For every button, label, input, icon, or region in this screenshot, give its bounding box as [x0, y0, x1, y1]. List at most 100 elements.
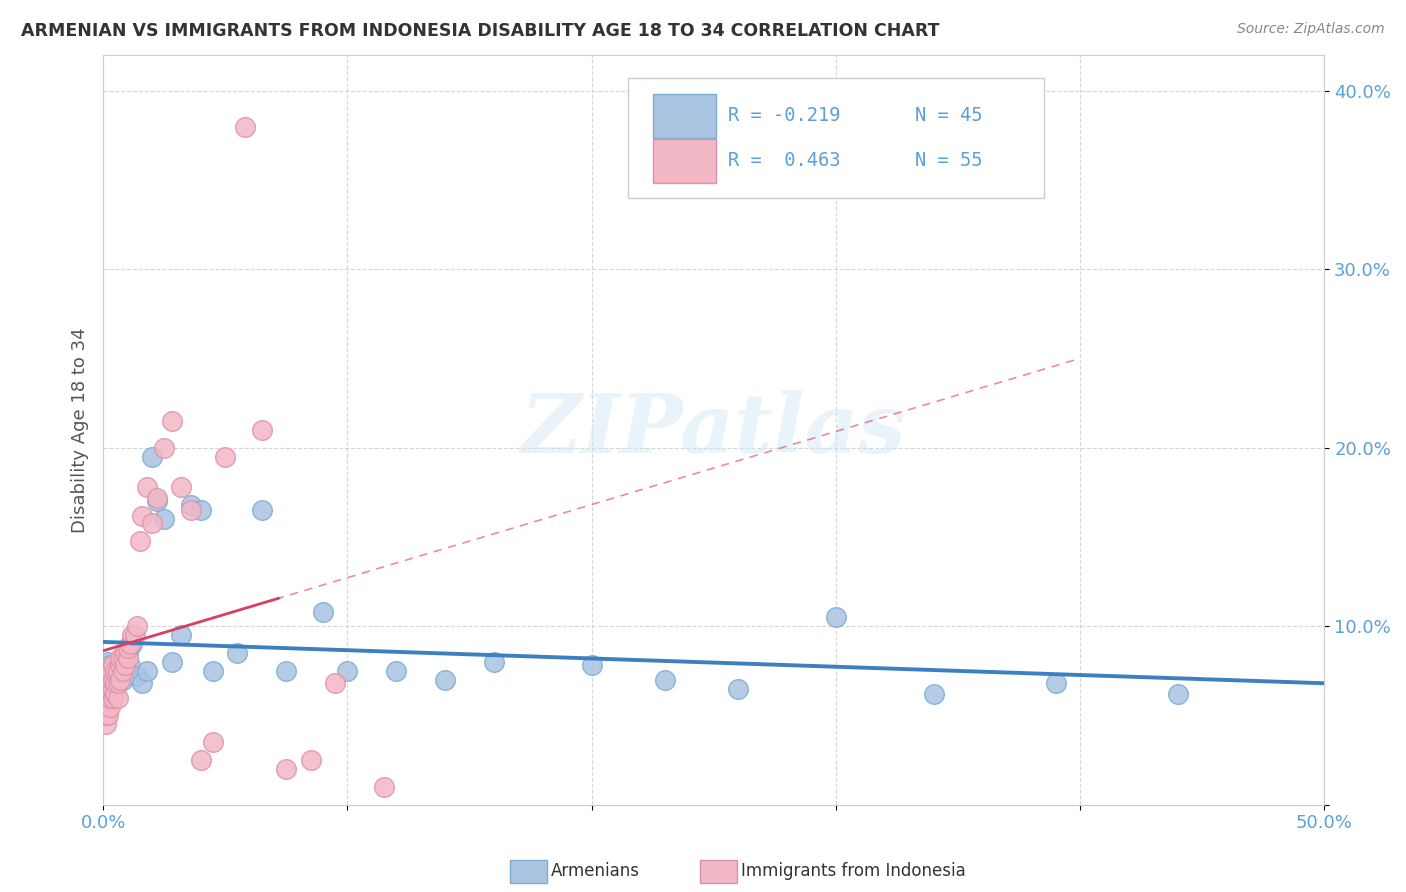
- Point: [233, 120, 256, 134]
- Point: [97, 669, 120, 683]
- Point: [180, 498, 202, 512]
- Point: [118, 658, 141, 673]
- Point: [104, 664, 127, 678]
- Text: Source: ZipAtlas.com: Source: ZipAtlas.com: [1237, 22, 1385, 37]
- Point: [104, 667, 127, 681]
- Point: [170, 480, 193, 494]
- Point: [336, 664, 359, 678]
- Point: [146, 491, 169, 505]
- Point: [94, 664, 117, 678]
- Point: [107, 676, 129, 690]
- Point: [385, 664, 408, 678]
- Point: [107, 664, 129, 678]
- FancyBboxPatch shape: [628, 78, 1043, 197]
- Point: [124, 628, 146, 642]
- Point: [97, 694, 120, 708]
- Point: [121, 628, 143, 642]
- Text: ARMENIAN VS IMMIGRANTS FROM INDONESIA DISABILITY AGE 18 TO 34 CORRELATION CHART: ARMENIAN VS IMMIGRANTS FROM INDONESIA DI…: [21, 22, 939, 40]
- Point: [153, 512, 176, 526]
- Point: [180, 503, 202, 517]
- Y-axis label: Disability Age 18 to 34: Disability Age 18 to 34: [72, 327, 89, 533]
- Point: [100, 658, 122, 673]
- Point: [121, 637, 143, 651]
- Point: [100, 690, 122, 705]
- Point: [97, 676, 120, 690]
- Point: [136, 480, 159, 494]
- Point: [190, 753, 212, 767]
- Point: [581, 658, 603, 673]
- Point: [136, 664, 159, 678]
- Point: [94, 708, 117, 723]
- Point: [153, 441, 176, 455]
- Text: Immigrants from Indonesia: Immigrants from Indonesia: [741, 863, 966, 880]
- FancyBboxPatch shape: [652, 95, 716, 137]
- Point: [434, 673, 457, 687]
- Point: [97, 681, 120, 696]
- Point: [1045, 676, 1067, 690]
- Point: [110, 664, 132, 678]
- Point: [107, 676, 129, 690]
- Text: Armenians: Armenians: [551, 863, 640, 880]
- Point: [101, 681, 124, 696]
- Point: [94, 690, 117, 705]
- Point: [104, 676, 127, 690]
- Point: [202, 664, 225, 678]
- Point: [250, 423, 273, 437]
- Point: [825, 610, 848, 624]
- Point: [101, 690, 124, 705]
- FancyBboxPatch shape: [652, 139, 716, 183]
- Point: [114, 655, 136, 669]
- Point: [190, 503, 212, 517]
- Text: ZIPatlas: ZIPatlas: [522, 390, 907, 470]
- Text: R = -0.219: R = -0.219: [728, 106, 841, 126]
- Point: [111, 651, 134, 665]
- Point: [170, 628, 193, 642]
- Point: [111, 664, 134, 678]
- Text: N = 45: N = 45: [915, 106, 983, 126]
- Point: [922, 687, 945, 701]
- Point: [141, 516, 163, 530]
- Point: [97, 708, 120, 723]
- Point: [101, 673, 124, 687]
- Point: [131, 508, 153, 523]
- Point: [110, 673, 132, 687]
- Point: [299, 753, 322, 767]
- Point: [110, 658, 132, 673]
- Point: [226, 646, 249, 660]
- Point: [104, 687, 127, 701]
- Point: [160, 655, 183, 669]
- Point: [128, 533, 150, 548]
- Point: [104, 681, 127, 696]
- Point: [100, 699, 122, 714]
- Point: [97, 687, 120, 701]
- Point: [100, 664, 122, 678]
- Point: [127, 669, 149, 683]
- Point: [373, 780, 395, 794]
- Point: [127, 619, 149, 633]
- Point: [141, 450, 163, 464]
- Point: [111, 673, 134, 687]
- Point: [482, 655, 505, 669]
- Point: [312, 605, 335, 619]
- Point: [94, 673, 117, 687]
- Point: [160, 414, 183, 428]
- Point: [727, 681, 749, 696]
- Point: [100, 676, 122, 690]
- Text: N = 55: N = 55: [915, 152, 983, 170]
- Point: [117, 646, 139, 660]
- Point: [276, 664, 298, 678]
- Point: [101, 690, 124, 705]
- Point: [107, 690, 129, 705]
- Text: R =  0.463: R = 0.463: [728, 152, 841, 170]
- Point: [202, 735, 225, 749]
- Point: [117, 640, 139, 655]
- Point: [323, 676, 346, 690]
- Point: [276, 762, 298, 776]
- Point: [114, 646, 136, 660]
- Point: [110, 651, 132, 665]
- Point: [250, 503, 273, 517]
- Point: [101, 658, 124, 673]
- Point: [146, 494, 169, 508]
- Point: [117, 651, 139, 665]
- Point: [1167, 687, 1189, 701]
